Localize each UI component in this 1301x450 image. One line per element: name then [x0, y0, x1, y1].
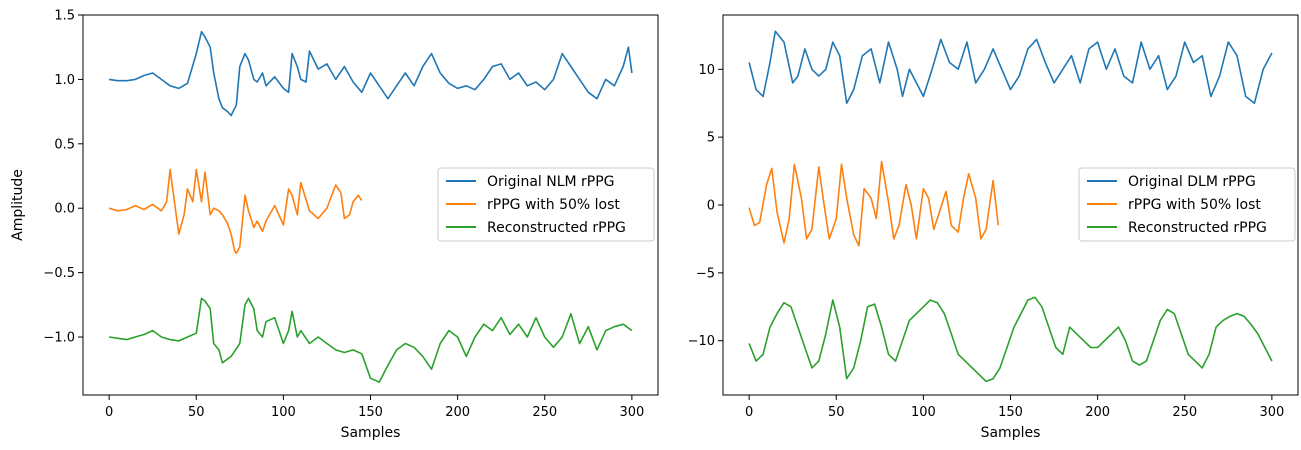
legend-label-0: Original DLM rPPG — [1128, 174, 1256, 190]
y-tick-label: 10 — [698, 63, 715, 78]
x-tick-label: 0 — [745, 405, 753, 420]
x-tick-label: 150 — [358, 405, 383, 420]
x-tick-label: 150 — [998, 405, 1023, 420]
series-line-2 — [748, 296, 1273, 383]
x-tick-label: 100 — [911, 405, 936, 420]
x-tick-label: 50 — [188, 405, 205, 420]
x-tick-label: 0 — [105, 405, 113, 420]
y-tick-label: 5 — [707, 131, 715, 146]
x-axis-label: Samples — [981, 425, 1041, 441]
right-subplot: 0 50 100 150 200 250 300 −10 −5 0 5 10 Samples Origin… — [688, 14, 1299, 441]
y-axis-label: Amplitude — [10, 169, 26, 241]
y-tick-label: 0 — [707, 199, 715, 214]
legend-label-1: rPPG with 50% lost — [1128, 197, 1261, 213]
y-tick-label: −10 — [688, 334, 715, 349]
y-tick-label: 0.5 — [54, 137, 75, 152]
series-line-1 — [108, 168, 363, 255]
y-tick-label: −0.5 — [43, 266, 75, 281]
x-tick-label: 50 — [828, 405, 845, 420]
series-line-2 — [108, 297, 633, 383]
y-tick-label: −1.0 — [43, 331, 75, 346]
x-axis-label: Samples — [341, 425, 401, 441]
legend-label-1: rPPG with 50% lost — [487, 197, 620, 213]
legend-box — [1078, 167, 1296, 242]
y-tick-label: 0.0 — [54, 202, 75, 217]
legend-label-2: Reconstructed rPPG — [487, 220, 626, 236]
y-tick-label: −5 — [696, 266, 715, 281]
legend-box — [437, 167, 655, 242]
y-tick-label: 1.0 — [54, 73, 75, 88]
legend: Original NLM rPPG rPPG with 50% lost Recon… — [437, 167, 655, 242]
series-line-0 — [108, 30, 633, 117]
left-subplot: 0 50 100 150 200 250 300 −1.0 −0.5 0.0 0.5 1.0 1.5 Sa… — [10, 9, 659, 441]
legend-label-2: Reconstructed rPPG — [1128, 220, 1267, 236]
x-tick-label: 250 — [532, 405, 557, 420]
x-tick-label: 250 — [1172, 405, 1197, 420]
y-tick-label: 1.5 — [54, 9, 75, 24]
x-tick-label: 300 — [1259, 405, 1284, 420]
x-tick-label: 200 — [445, 405, 470, 420]
x-tick-label: 100 — [271, 405, 296, 420]
series-line-1 — [748, 160, 1000, 247]
legend-label-0: Original NLM rPPG — [487, 174, 615, 190]
x-tick-label: 300 — [619, 405, 644, 420]
legend: Original DLM rPPG rPPG with 50% lost Recon… — [1078, 167, 1296, 242]
x-tick-label: 200 — [1085, 405, 1110, 420]
series-line-0 — [748, 30, 1273, 104]
